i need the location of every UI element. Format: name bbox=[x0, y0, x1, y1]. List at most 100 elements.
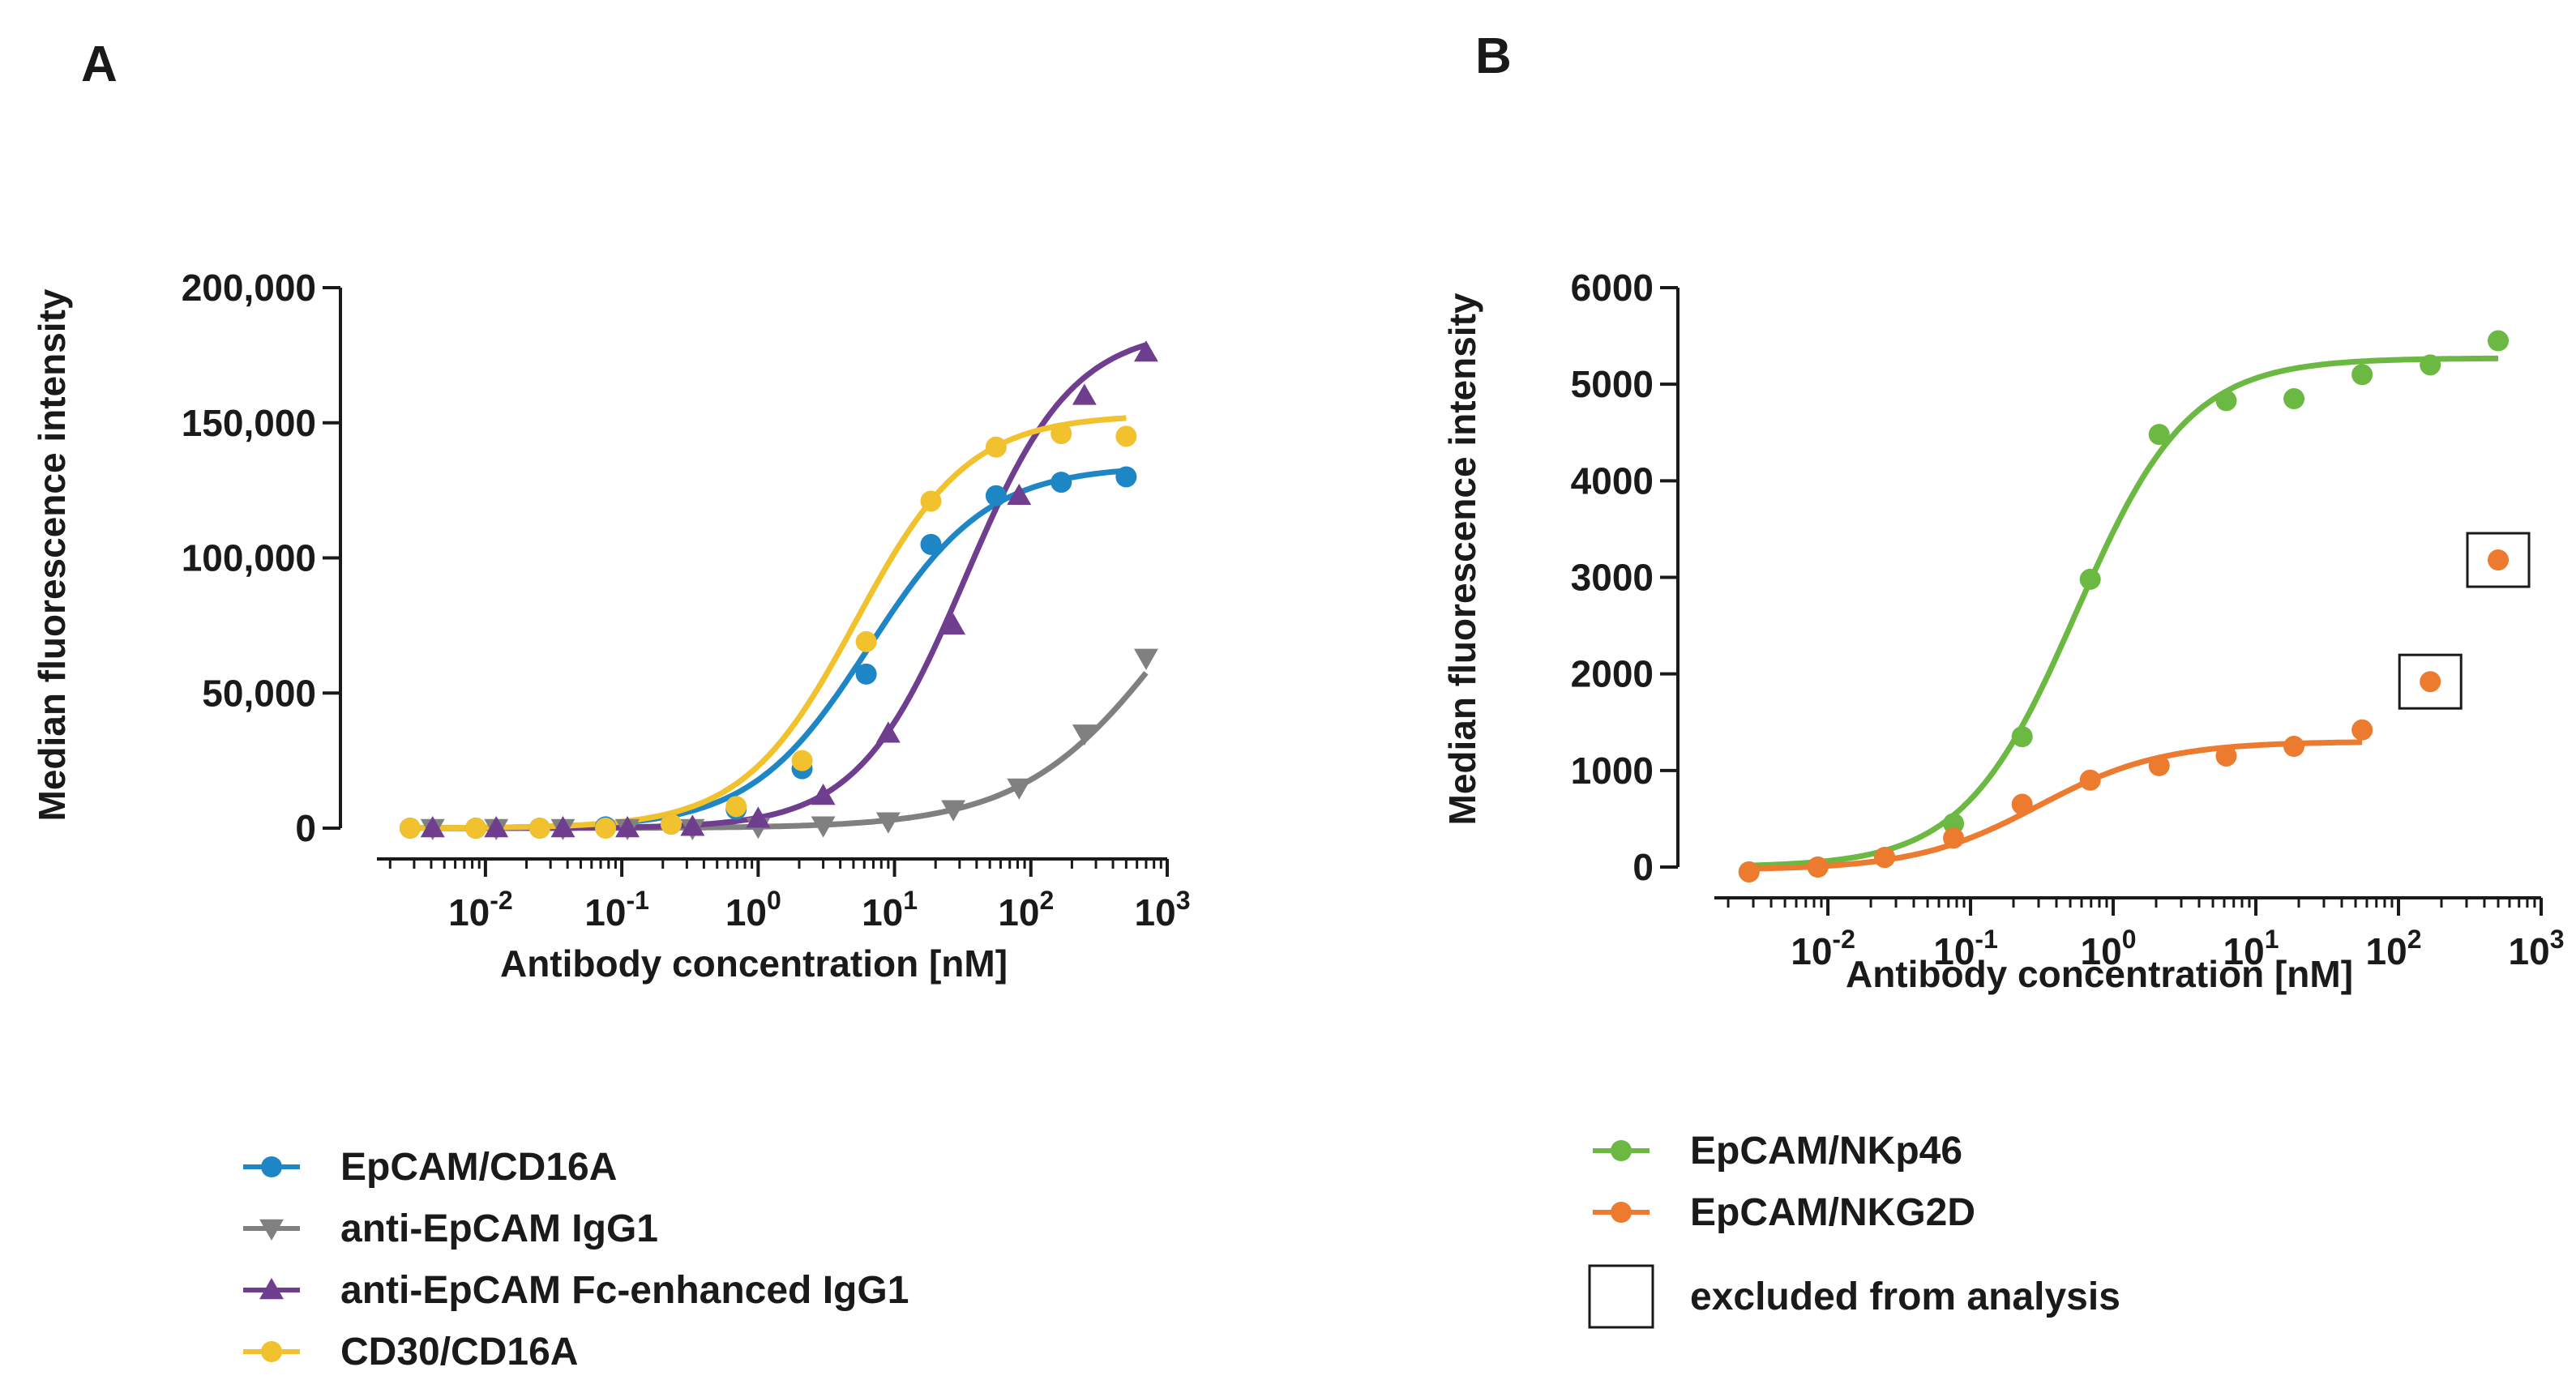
data-point bbox=[1051, 423, 1072, 445]
data-point bbox=[725, 796, 747, 818]
data-point bbox=[420, 816, 445, 838]
excluded-box bbox=[2398, 653, 2463, 710]
data-point bbox=[875, 812, 901, 834]
data-point bbox=[680, 814, 705, 836]
y-tick-label: 5000 bbox=[1571, 363, 1654, 405]
data-point bbox=[791, 750, 813, 771]
data-point bbox=[2420, 354, 2441, 376]
legend-marker bbox=[261, 1341, 282, 1362]
legend-marker bbox=[1611, 1202, 1632, 1223]
data-point bbox=[2011, 726, 2033, 748]
x-tick-label: 102 bbox=[2366, 925, 2422, 972]
data-point bbox=[2011, 793, 2033, 815]
data-point bbox=[811, 784, 836, 805]
x-tick-label: 100 bbox=[725, 886, 781, 933]
data-point bbox=[2488, 330, 2510, 352]
x-tick-label: 103 bbox=[1135, 886, 1191, 933]
data-point bbox=[985, 436, 1007, 458]
y-tick-label: 100,000 bbox=[182, 537, 316, 579]
data-point bbox=[528, 818, 550, 839]
data-point bbox=[1072, 724, 1097, 746]
panel-a-axes: 0 50,000 100,000 150,000 200,000 10-2 10-1 100 1… bbox=[182, 267, 1191, 933]
legend-label: excluded from analysis bbox=[1690, 1275, 2120, 1318]
data-point bbox=[2283, 736, 2305, 758]
data-point bbox=[1133, 340, 1158, 362]
data-point bbox=[941, 800, 966, 822]
y-tick-label: 150,000 bbox=[182, 402, 316, 444]
x-tick-label: 103 bbox=[2509, 925, 2565, 972]
y-tick-label: 4000 bbox=[1571, 459, 1654, 502]
data-point bbox=[2351, 719, 2373, 741]
data-point bbox=[1874, 847, 1896, 869]
data-point bbox=[811, 816, 836, 838]
excluded-box bbox=[2466, 532, 2531, 588]
panel-a-data-points bbox=[399, 340, 1158, 840]
panel-b-fit-curves bbox=[1748, 355, 2499, 872]
data-point bbox=[2420, 671, 2441, 693]
data-point bbox=[920, 490, 942, 512]
data-point bbox=[1115, 466, 1137, 488]
data-point bbox=[1072, 383, 1097, 405]
panel-a-x-axis-label: Antibody concentration [nM] bbox=[500, 942, 1008, 985]
data-point bbox=[595, 818, 617, 839]
data-point bbox=[2148, 754, 2170, 776]
legend-label: EpCAM/NKG2D bbox=[1690, 1191, 1975, 1234]
x-tick-label: 10-2 bbox=[448, 886, 513, 933]
x-tick-label: 101 bbox=[862, 886, 918, 933]
fit-curve-epcam-cd16a bbox=[409, 468, 1127, 831]
y-tick-label: 200,000 bbox=[182, 267, 316, 309]
panel-a-letter: A bbox=[81, 36, 118, 92]
panel-a-legend: EpCAM/CD16A anti-EpCAM IgG1 anti-EpCAM Fc-… bbox=[243, 1146, 909, 1374]
y-tick-label: 50,000 bbox=[202, 672, 316, 714]
legend-label: EpCAM/CD16A bbox=[340, 1146, 617, 1189]
x-tick-label: 100 bbox=[2081, 925, 2137, 972]
legend-marker bbox=[261, 1156, 282, 1177]
panel-a-y-axis-label: Median fluorescence intensity bbox=[31, 288, 73, 821]
legend-marker bbox=[259, 1278, 284, 1300]
data-point bbox=[875, 721, 901, 743]
y-tick-label: 6000 bbox=[1571, 267, 1654, 309]
fit-curve-cd30-cd16a bbox=[409, 415, 1127, 831]
data-point bbox=[2079, 568, 2101, 590]
fit-curve-epcam-nkg2d bbox=[1748, 739, 2363, 872]
data-point bbox=[2351, 364, 2373, 386]
panel-b-letter: B bbox=[1475, 28, 1512, 84]
legend-label: EpCAM/NKp46 bbox=[1690, 1130, 1962, 1173]
x-tick-label: 101 bbox=[2223, 925, 2279, 972]
x-tick-label: 10-2 bbox=[1791, 925, 1855, 972]
panel-b-data-points bbox=[1738, 330, 2531, 882]
panel-b-legend: EpCAM/NKp46 EpCAM/NKG2D excluded from anal… bbox=[1588, 1130, 2120, 1329]
data-point bbox=[1943, 813, 1965, 835]
legend-marker bbox=[259, 1219, 284, 1241]
data-point bbox=[1943, 827, 1965, 849]
data-point bbox=[660, 813, 682, 835]
data-point bbox=[615, 816, 640, 838]
data-point bbox=[2215, 745, 2237, 767]
data-point bbox=[465, 818, 487, 839]
y-tick-label: 1000 bbox=[1571, 750, 1654, 792]
legend-marker-box bbox=[1588, 1264, 1654, 1329]
data-point bbox=[1133, 648, 1158, 670]
legend-label: anti-EpCAM IgG1 bbox=[340, 1207, 658, 1250]
data-point bbox=[2215, 390, 2237, 412]
data-point bbox=[855, 663, 877, 685]
data-point bbox=[746, 806, 771, 828]
data-point bbox=[484, 816, 509, 838]
data-point bbox=[2079, 769, 2101, 791]
panel-b-y-axis-label: Median fluorescence intensity bbox=[1441, 293, 1483, 825]
data-point bbox=[399, 818, 421, 839]
panel-a: A 0 50,000 100,000 150,000 200,000 10-2 10-1 10… bbox=[31, 36, 1190, 1374]
x-tick-label: 102 bbox=[998, 886, 1054, 933]
y-tick-label: 2000 bbox=[1571, 653, 1654, 695]
legend-label: anti-EpCAM Fc-enhanced IgG1 bbox=[340, 1269, 909, 1312]
panel-b-x-axis-label: Antibody concentration [nM] bbox=[1846, 953, 2353, 995]
y-tick-label: 0 bbox=[1632, 846, 1654, 888]
data-point bbox=[941, 613, 966, 635]
data-point bbox=[1115, 425, 1137, 447]
data-point bbox=[920, 533, 942, 555]
data-point bbox=[855, 630, 877, 652]
data-point bbox=[1051, 472, 1072, 493]
data-point bbox=[1807, 857, 1829, 878]
y-tick-label: 3000 bbox=[1571, 557, 1654, 599]
